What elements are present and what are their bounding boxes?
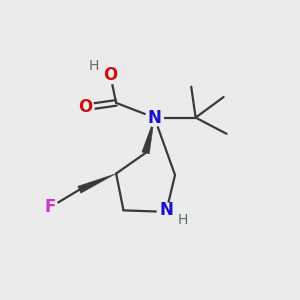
Circle shape xyxy=(146,109,163,126)
Circle shape xyxy=(158,203,175,221)
Polygon shape xyxy=(142,118,155,154)
Circle shape xyxy=(42,199,58,216)
Text: N: N xyxy=(159,201,173,219)
Circle shape xyxy=(101,66,119,84)
Text: N: N xyxy=(148,109,161,127)
Circle shape xyxy=(76,98,94,116)
Polygon shape xyxy=(78,174,116,193)
Text: O: O xyxy=(78,98,92,116)
Text: H: H xyxy=(89,59,99,73)
Text: O: O xyxy=(103,66,117,84)
Text: F: F xyxy=(44,198,56,216)
Text: H: H xyxy=(177,213,188,227)
